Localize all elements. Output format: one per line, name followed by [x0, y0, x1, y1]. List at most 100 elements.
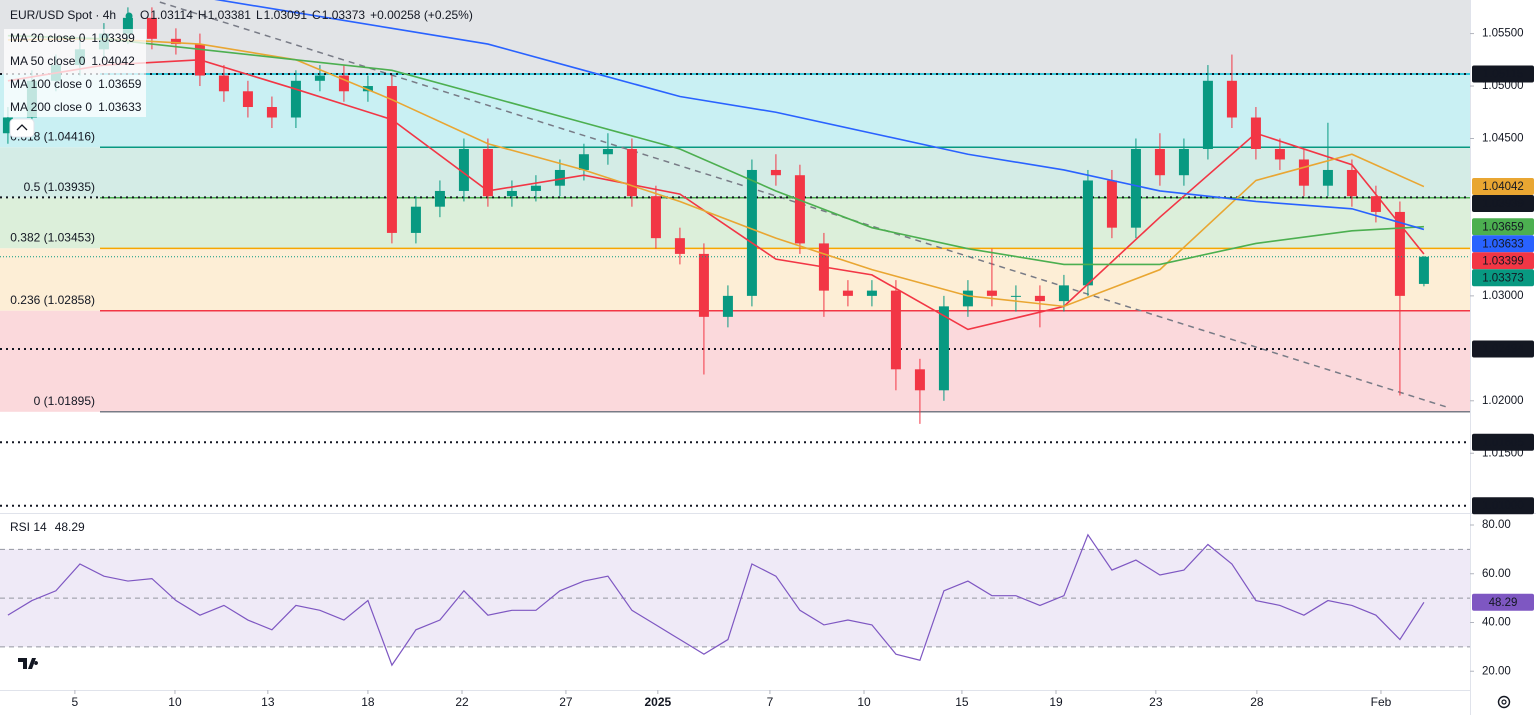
collapse-icon — [16, 124, 28, 131]
x-tick-label: 10 — [857, 695, 871, 709]
legend-name: MA 200 close 0 — [10, 100, 92, 114]
x-tick-label: 23 — [1149, 695, 1163, 709]
ma-line — [214, 0, 1425, 231]
y-tick-label: 1.05000 — [1482, 80, 1524, 92]
x-tick-label: 28 — [1250, 695, 1264, 709]
gear-ring[interactable] — [1497, 695, 1511, 709]
candle-body — [434, 190, 445, 207]
candle-body — [530, 185, 541, 191]
legend-name: MA 100 close 0 — [10, 77, 92, 91]
candle-body — [170, 38, 181, 45]
collapse-box[interactable] — [9, 118, 35, 138]
candle-body — [1202, 80, 1213, 149]
candle-body — [1322, 169, 1333, 186]
price-label-box — [1472, 178, 1534, 196]
price-label: 1.03633 — [1482, 238, 1524, 250]
ohlc-value: 1.03091 — [264, 8, 308, 22]
legend: EUR/USD Spot · 4h O 1.03114 H 1.03381 L 1.0309… — [4, 8, 473, 534]
price-label: 1.02494 — [1482, 343, 1524, 355]
candle-body — [314, 75, 325, 81]
price-label: 1.03399 — [1482, 255, 1524, 267]
y-tick-label: 80.00 — [1482, 519, 1511, 531]
price-label-box — [1472, 497, 1534, 515]
candle-body — [698, 253, 709, 317]
candle-body — [1178, 148, 1189, 176]
price-label-box — [1472, 65, 1534, 83]
candle-body — [938, 306, 949, 391]
fib-label: 0 (1.01895) — [34, 394, 95, 408]
legend-value: 1.03399 — [91, 31, 135, 45]
candle-body — [674, 238, 685, 254]
legend-name: MA 50 close 0 — [10, 54, 86, 68]
price-pane: 0.618 (1.04416)0.5 (1.03935)0.382 (1.034… — [0, 0, 1470, 507]
candle-body — [626, 148, 637, 197]
candle-body — [1298, 159, 1309, 186]
fib-above-band — [0, 0, 1470, 74]
rsi-label-box — [1472, 593, 1534, 611]
x-tick-label: 5 — [72, 695, 79, 709]
x-tick-label: Feb — [1371, 695, 1392, 709]
candle-body — [1106, 180, 1117, 228]
candle-body — [1154, 148, 1165, 176]
candle-body — [218, 75, 229, 92]
ohlc-value: 1.03114 — [150, 8, 193, 22]
candle-body — [842, 290, 853, 296]
price-label: 1.03659 — [1482, 221, 1524, 233]
candle-body — [554, 169, 565, 186]
candle-body — [986, 290, 997, 296]
legend-name: MA 20 close 0 — [10, 31, 86, 45]
candle-body — [866, 290, 877, 296]
y-tick-label: 1.03000 — [1482, 290, 1524, 302]
market-status-dot — [125, 12, 133, 20]
ma-line — [7, 34, 1424, 266]
x-tick-label: 18 — [361, 695, 375, 709]
ma-line — [7, 58, 1425, 331]
logo — [17, 656, 43, 670]
candle-body — [1130, 148, 1141, 228]
candle-body — [1010, 295, 1021, 297]
candle-body — [122, 17, 133, 34]
price-label-box — [1472, 235, 1534, 253]
symbol-title: EUR/USD Spot · 4h — [10, 8, 116, 22]
candle-body — [770, 169, 781, 176]
price-label: 1.01000 — [1482, 500, 1524, 512]
fib-band — [0, 310, 1470, 412]
x-tick-label: 15 — [955, 695, 969, 709]
candle-body — [1394, 211, 1405, 296]
x-tick-label: 7 — [767, 695, 774, 709]
candle-body — [482, 148, 493, 197]
settings-button[interactable] — [1497, 695, 1511, 709]
x-tick-label: 13 — [261, 695, 275, 709]
change-value: +0.00258 (+0.25%) — [370, 8, 473, 22]
price-label: 1.04042 — [1482, 181, 1524, 193]
ma-line — [7, 38, 1425, 308]
fib-band — [0, 248, 1470, 311]
rsi-label: 48.29 — [1489, 597, 1518, 609]
price-label-box — [1472, 252, 1534, 270]
price-label: 1.01605 — [1482, 437, 1524, 449]
legend-value: 1.03659 — [98, 77, 142, 91]
candle-body — [1226, 80, 1237, 118]
candle-body — [266, 107, 277, 118]
rsi-title: RSI 14 — [10, 520, 47, 534]
candle-body — [1370, 196, 1381, 212]
rsi-pane — [0, 533, 1470, 667]
candle-body — [1082, 180, 1093, 286]
y-tick-label: 1.02000 — [1482, 395, 1524, 407]
candle-body — [890, 290, 901, 370]
x-tick-label: 19 — [1049, 695, 1063, 709]
collapse-button[interactable] — [9, 118, 35, 138]
ohlc-key: H — [198, 8, 207, 22]
y-tick-label: 60.00 — [1482, 568, 1511, 580]
ohlc-key: L — [256, 8, 263, 22]
ohlc-value: 1.03381 — [208, 8, 252, 22]
price-label-box — [1472, 195, 1534, 213]
candle-body — [650, 196, 661, 239]
ohlc-value: 1.03373 — [322, 8, 366, 22]
logo-mark — [18, 658, 39, 669]
candle-body — [602, 148, 613, 155]
candle-body — [362, 86, 373, 92]
axes: 1.055001.050001.045001.030001.020001.015… — [72, 28, 1534, 709]
